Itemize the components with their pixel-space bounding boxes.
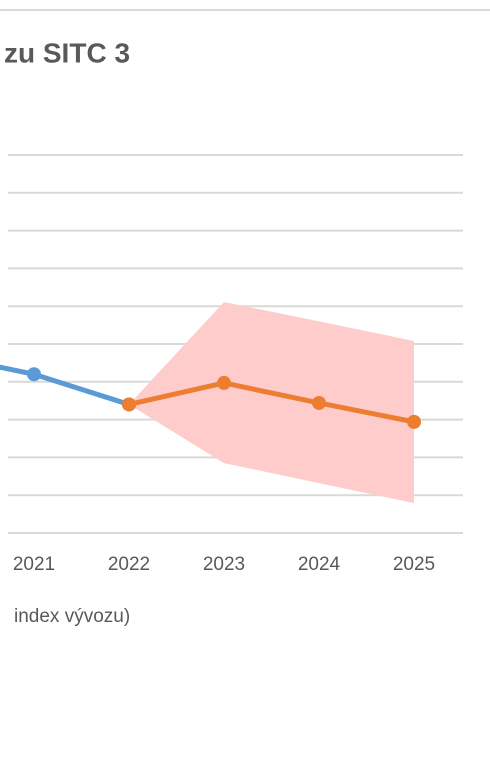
series-line [128,380,415,425]
x-tick-label: 2024 [298,554,341,575]
x-tick-label: 2022 [108,554,150,575]
point [27,367,41,382]
point [122,397,136,412]
x-tick-label: 2025 [393,554,435,575]
x-axis-label: index vývozu) [14,606,130,627]
point [312,395,326,410]
confidence-band [129,302,414,504]
chart-title: zu SITC 3 [4,37,130,68]
x-tick-label: 2021 [13,554,55,575]
x-tick-label: 2023 [203,554,245,575]
point [217,375,231,390]
series-line [0,364,130,407]
point [407,414,421,429]
